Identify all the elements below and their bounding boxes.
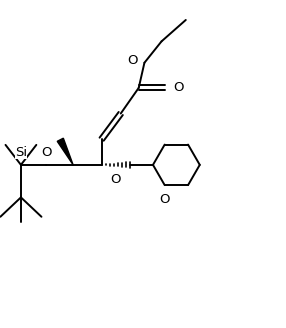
Text: O: O bbox=[127, 54, 137, 67]
Text: O: O bbox=[111, 173, 121, 186]
Text: O: O bbox=[173, 81, 184, 94]
Text: O: O bbox=[159, 193, 170, 206]
Polygon shape bbox=[57, 138, 73, 165]
Text: Si: Si bbox=[15, 146, 27, 158]
Text: O: O bbox=[41, 146, 51, 158]
